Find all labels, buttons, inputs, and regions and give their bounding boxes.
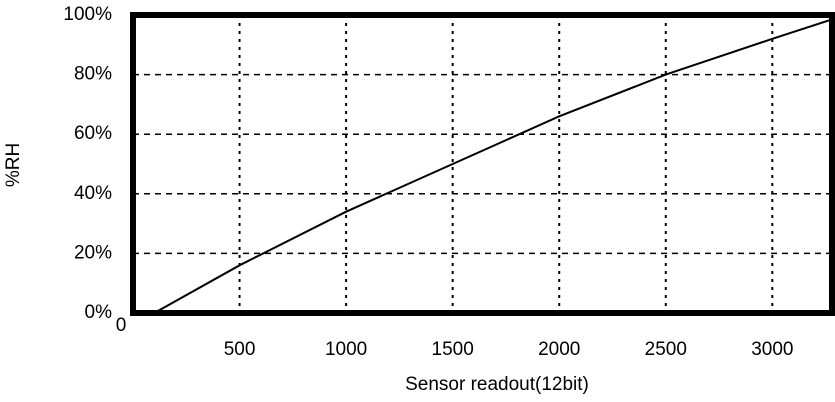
x-tick-label: 1500 xyxy=(432,339,474,360)
y-tick-label: 40% xyxy=(74,183,112,204)
x-tick-label: 2000 xyxy=(538,339,580,360)
y-axis-label: %RH xyxy=(3,143,24,187)
x-tick-label: 1000 xyxy=(325,339,367,360)
y-tick-label: 60% xyxy=(74,123,112,144)
data-line xyxy=(153,17,835,314)
x-tick-label: 500 xyxy=(224,339,256,360)
y-tick-label: 100% xyxy=(63,4,112,25)
x-axis-label: Sensor readout(12bit) xyxy=(405,374,589,395)
x-tick-label: 0 xyxy=(116,315,127,336)
x-tick-label: 2500 xyxy=(645,339,687,360)
plot-frame xyxy=(130,12,835,316)
x-tick-label: 3000 xyxy=(751,339,793,360)
y-tick-label: 20% xyxy=(74,242,112,263)
y-tick-label: 80% xyxy=(74,64,112,85)
y-tick-label: 0% xyxy=(85,302,113,323)
